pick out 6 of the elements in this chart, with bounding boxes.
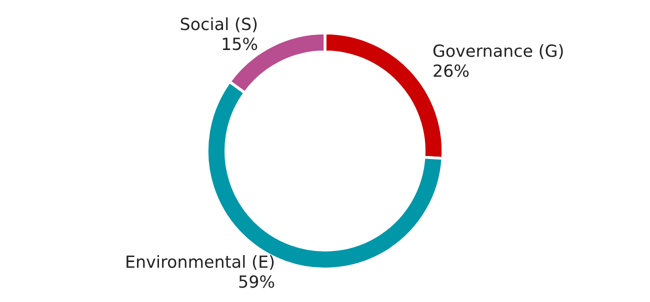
slice-label: Social (S): [180, 17, 257, 32]
data-label: 26%: [434, 64, 469, 77]
slice-label: Environmental (E): [126, 255, 274, 270]
data-label: 15%: [222, 38, 258, 50]
slice-label: Governance (G): [433, 44, 563, 59]
data-label: 59%: [239, 275, 274, 288]
